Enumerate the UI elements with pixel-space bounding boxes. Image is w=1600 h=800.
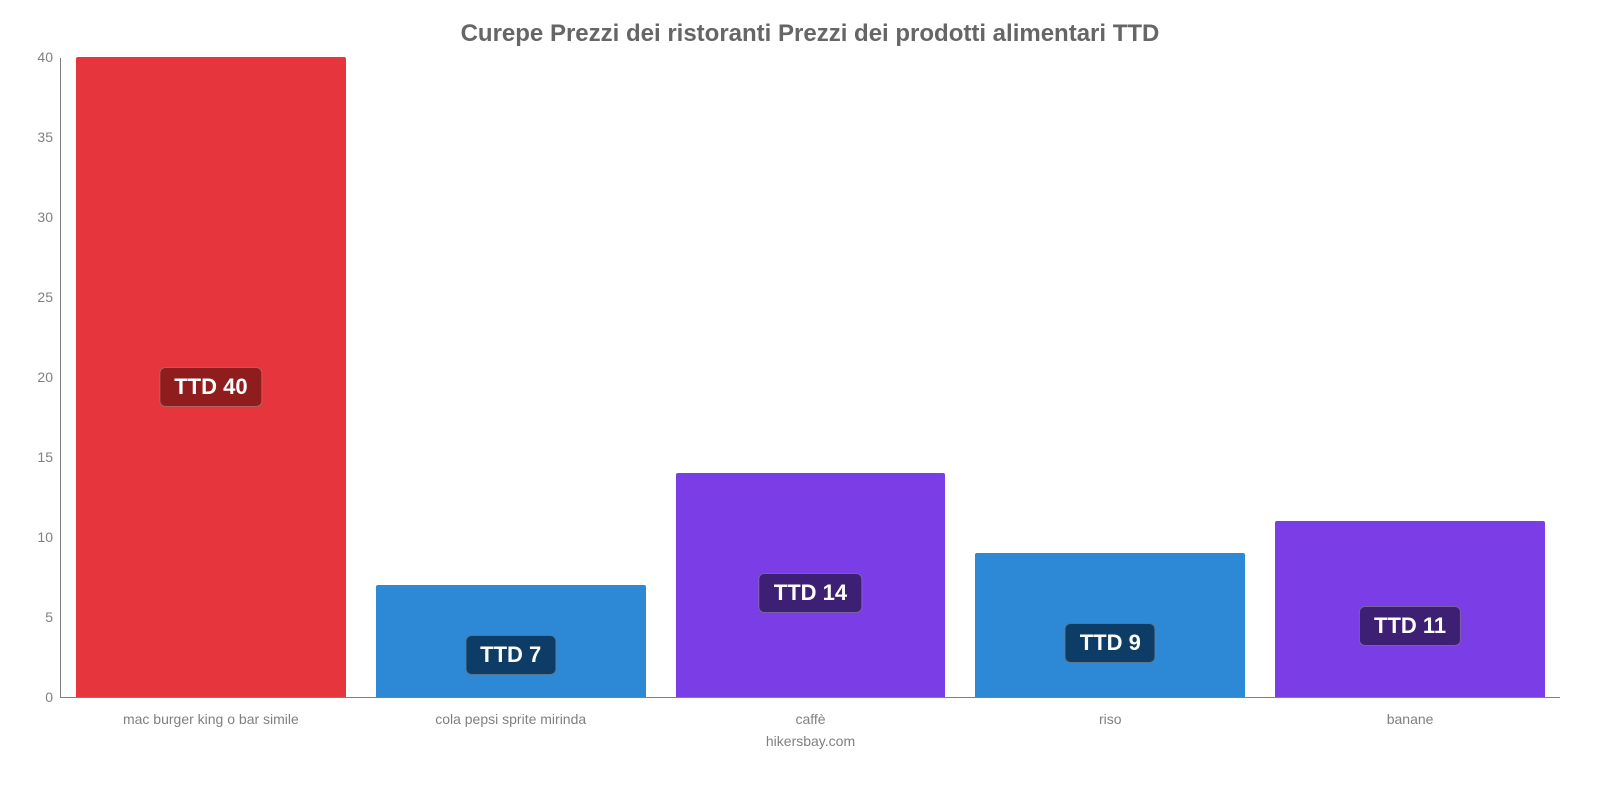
y-tick: 0 xyxy=(45,689,53,705)
y-tick: 10 xyxy=(37,529,53,545)
bar-value-badge: TTD 40 xyxy=(159,367,262,407)
y-tick: 20 xyxy=(37,369,53,385)
x-axis-label: caffè xyxy=(661,711,961,727)
x-axis-label: riso xyxy=(960,711,1260,727)
x-axis-label: mac burger king o bar simile xyxy=(61,711,361,727)
bar-value-badge: TTD 11 xyxy=(1359,606,1461,646)
bar: TTD 7 xyxy=(376,585,646,697)
bar-value-badge: TTD 7 xyxy=(465,635,556,675)
bar-slot: TTD 40 xyxy=(61,58,361,697)
y-axis: 0510152025303540 xyxy=(21,58,61,697)
y-tick: 35 xyxy=(37,129,53,145)
bar: TTD 9 xyxy=(975,553,1245,697)
y-tick: 25 xyxy=(37,289,53,305)
bar-value-badge: TTD 14 xyxy=(759,573,862,613)
bar: TTD 40 xyxy=(76,57,346,697)
x-axis-label: cola pepsi sprite mirinda xyxy=(361,711,661,727)
bar-slot: TTD 7 xyxy=(361,58,661,697)
x-axis-label: banane xyxy=(1260,711,1560,727)
bar-slot: TTD 14 xyxy=(661,58,961,697)
bar-slot: TTD 11 xyxy=(1260,58,1560,697)
source-label: hikersbay.com xyxy=(61,733,1560,749)
plot-area: 0510152025303540 TTD 40TTD 7TTD 14TTD 9T… xyxy=(60,58,1560,698)
bar-value-badge: TTD 9 xyxy=(1065,623,1156,663)
bars-area: TTD 40 TTD 7 TTD 14 TTD 9 TTD 11 xyxy=(61,58,1560,697)
bar: TTD 14 xyxy=(676,473,946,697)
chart-title: Curepe Prezzi dei ristoranti Prezzi dei … xyxy=(60,20,1560,48)
bar-slot: TTD 9 xyxy=(960,58,1260,697)
y-tick: 15 xyxy=(37,449,53,465)
y-tick: 30 xyxy=(37,209,53,225)
y-tick: 5 xyxy=(45,609,53,625)
bar: TTD 11 xyxy=(1275,521,1545,697)
chart-container: Curepe Prezzi dei ristoranti Prezzi dei … xyxy=(0,0,1600,800)
y-tick: 40 xyxy=(37,49,53,65)
x-axis-labels: mac burger king o bar similecola pepsi s… xyxy=(61,711,1560,727)
